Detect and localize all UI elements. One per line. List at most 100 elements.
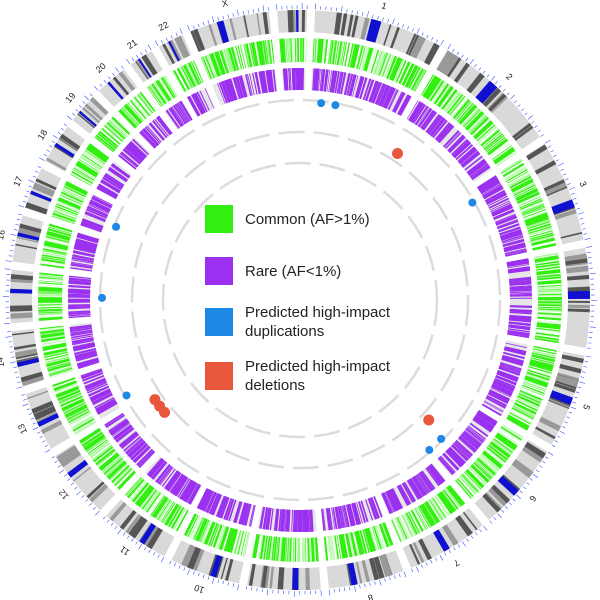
deletion-marker <box>391 147 403 159</box>
centromere <box>475 80 498 104</box>
rare-variant <box>447 448 465 466</box>
variant-gap <box>360 46 368 71</box>
variant-gap <box>243 532 250 557</box>
variant-gap <box>400 62 412 85</box>
ticks-chr-6 <box>489 451 554 524</box>
rare-variant <box>240 75 248 97</box>
cytoband <box>521 446 544 463</box>
rare-variant <box>130 140 148 157</box>
rare-variant <box>408 101 421 121</box>
tick-mark <box>187 25 191 31</box>
rare-variant <box>158 466 173 485</box>
variant-gap <box>511 408 534 420</box>
centromere <box>10 288 33 294</box>
chromosome-label: 8 <box>367 592 374 600</box>
variant-gap <box>523 381 546 392</box>
rare-variant <box>185 482 198 503</box>
variant-gap <box>335 40 341 65</box>
common-variants-chr-18 <box>70 143 110 187</box>
duplication-marker <box>425 445 434 454</box>
tick-mark <box>178 565 181 569</box>
variant-gap <box>155 498 170 519</box>
rare-variant <box>218 82 229 104</box>
cytoband <box>32 186 54 197</box>
variant-gap <box>41 341 66 347</box>
rare-variant <box>443 452 460 470</box>
cytoband <box>118 71 136 91</box>
variant-gap <box>225 48 234 72</box>
rare-variant <box>250 505 256 527</box>
variant-gap <box>495 150 517 166</box>
rare-variant <box>72 340 95 346</box>
rare-variant <box>239 502 247 525</box>
rare-variant <box>114 425 133 441</box>
tick-mark <box>95 510 100 516</box>
variant-gap <box>97 451 118 468</box>
tick-mark <box>571 192 575 195</box>
tick-mark <box>15 223 19 226</box>
cytoband <box>10 274 34 281</box>
variant-gap <box>345 42 352 67</box>
rare-variant <box>483 401 504 413</box>
variant-gap <box>236 45 244 70</box>
rare-variant <box>477 176 497 190</box>
variant-gap <box>39 274 64 278</box>
rare-variants-chr-Y <box>281 67 306 91</box>
variant-gap <box>537 278 562 282</box>
cytoband <box>356 561 363 584</box>
rare-variant <box>463 430 482 446</box>
rare-variant <box>74 348 96 355</box>
common-variants-chr-15 <box>37 272 64 321</box>
variant-gap <box>537 315 562 319</box>
rare-variant <box>75 241 97 249</box>
rare-variant <box>84 212 106 222</box>
tick-mark <box>587 342 592 344</box>
tick-mark <box>575 391 580 394</box>
rare-variant <box>496 373 518 383</box>
variant-gap <box>38 279 63 283</box>
rare-variant <box>188 484 200 504</box>
rare-variant <box>436 123 453 142</box>
tick-mark <box>552 444 556 448</box>
variant-gap <box>49 368 73 377</box>
chromosome-label: 12 <box>57 487 71 501</box>
rare-variant <box>509 297 532 299</box>
rare-variant <box>206 492 217 513</box>
rare-variant <box>496 219 518 228</box>
tick-mark <box>262 5 265 12</box>
duplication-marker <box>122 391 131 400</box>
cytoband <box>488 487 508 507</box>
rare-variant <box>316 68 320 91</box>
rare-variant <box>469 163 489 178</box>
cytoband <box>208 24 218 46</box>
variant-gap <box>518 195 541 206</box>
variant-gap <box>521 387 544 397</box>
variant-gap <box>309 537 312 562</box>
centromere <box>216 20 230 44</box>
variant-gap <box>478 126 498 144</box>
rare-variant <box>495 215 517 225</box>
rare-variant <box>389 489 400 511</box>
variant-gap <box>321 39 326 64</box>
variant-gap <box>126 102 144 122</box>
rare-variant <box>152 120 168 139</box>
variant-gap <box>478 127 498 144</box>
variant-gap <box>67 409 90 422</box>
rare-variant <box>171 106 185 126</box>
common-variants-chr-19 <box>94 116 131 153</box>
variant-gap <box>120 107 139 127</box>
cytoband <box>443 54 460 76</box>
rare-variant <box>284 509 287 532</box>
cytoband <box>419 538 432 560</box>
variant-gap <box>53 379 76 389</box>
chromosome-label: 17 <box>11 175 24 188</box>
rare-variant <box>459 435 478 451</box>
variant-gap <box>292 38 295 63</box>
variant-gap <box>39 275 64 279</box>
tick-mark <box>135 541 138 545</box>
cytoband <box>13 343 37 350</box>
tick-mark <box>555 159 560 162</box>
common-variants-chr-4 <box>534 252 562 344</box>
common-variant-block <box>51 180 88 225</box>
variant-gap <box>287 38 290 63</box>
